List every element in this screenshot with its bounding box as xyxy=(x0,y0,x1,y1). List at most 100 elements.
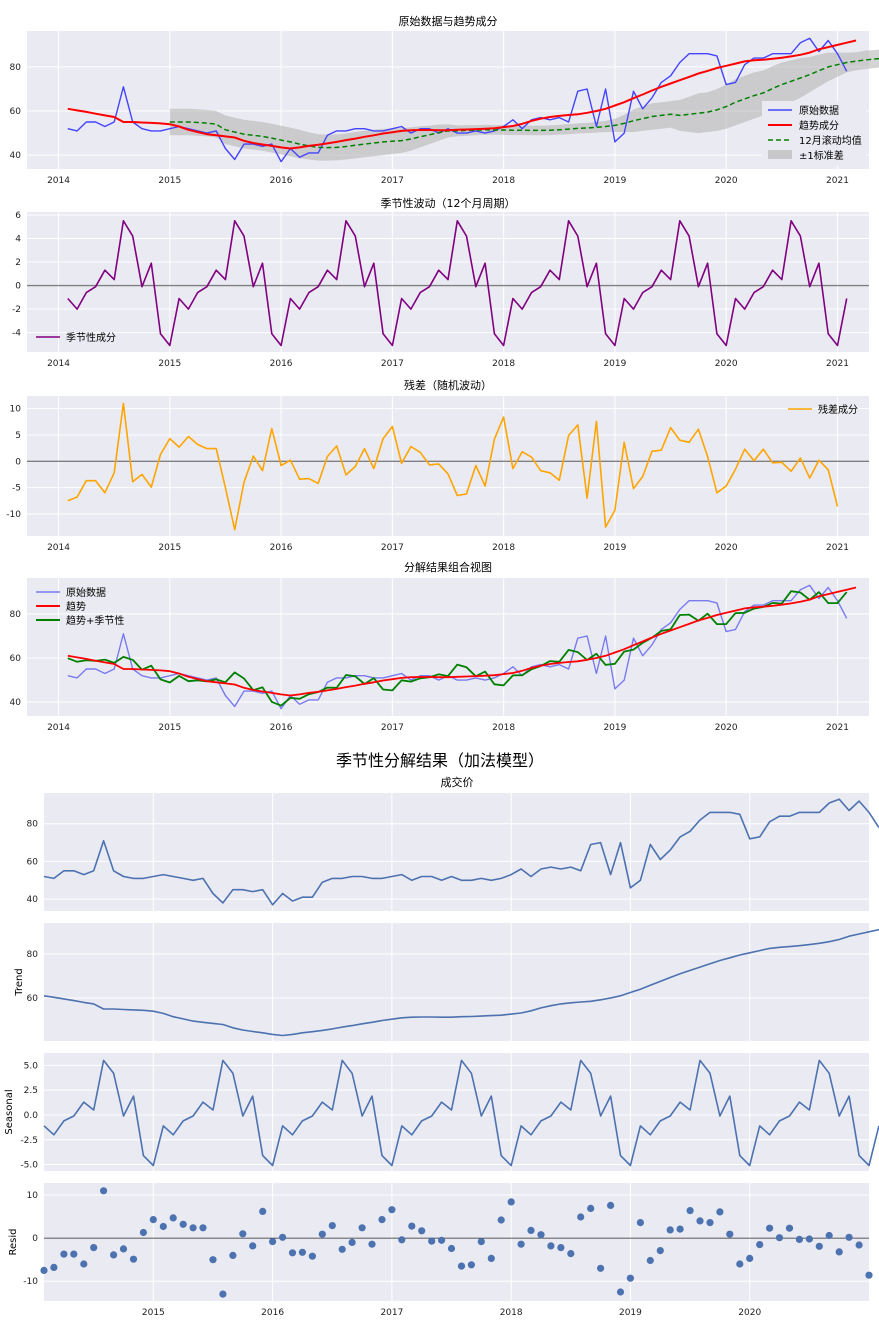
y-tick-label: 60 xyxy=(10,107,22,117)
resid-point xyxy=(746,1254,754,1262)
x-tick-label: 2017 xyxy=(381,176,404,186)
x-tick-label: 2016 xyxy=(270,359,293,369)
resid-point xyxy=(457,1262,466,1270)
resid-point xyxy=(249,1242,257,1250)
resid-point xyxy=(209,1256,217,1264)
x-tick-label: 2020 xyxy=(715,723,738,733)
x-tick-label: 2015 xyxy=(158,543,181,553)
resid-point xyxy=(646,1256,654,1265)
legend-label-std: ±1标准差 xyxy=(799,149,844,162)
legend-label-combined: 趋势+季节性 xyxy=(66,614,124,627)
resid-point xyxy=(129,1255,138,1263)
y-tick-label: -10 xyxy=(23,1277,38,1287)
resid-point xyxy=(676,1225,684,1233)
series-trend-seasonal-line xyxy=(67,590,848,707)
resid-point xyxy=(716,1208,724,1216)
resid-point xyxy=(537,1231,545,1239)
y-tick-label: 80 xyxy=(10,63,22,73)
legend-label-resid: 残差成分 xyxy=(818,403,858,416)
resid-point xyxy=(388,1206,396,1214)
resid-point xyxy=(239,1230,247,1238)
x-tick-label: 2018 xyxy=(492,176,515,186)
resid-point xyxy=(288,1249,297,1257)
y-tick-label: 80 xyxy=(27,950,39,960)
y-tick-label: -2 xyxy=(12,305,21,315)
resid-point xyxy=(269,1238,277,1246)
series-rolling-line xyxy=(169,57,879,149)
resid-point xyxy=(110,1251,118,1259)
ylabel-trend: Trend xyxy=(14,968,25,996)
resid-point xyxy=(358,1224,366,1232)
resid-point xyxy=(557,1244,565,1252)
axes-resid xyxy=(27,396,869,536)
resid-point xyxy=(497,1216,505,1224)
y-tick-label: 40 xyxy=(10,151,22,161)
legend-label-rolling: 12月滚动均值 xyxy=(799,134,862,147)
legend-label-seasonal: 季节性成分 xyxy=(66,331,116,344)
legend-seasonal: 季节性成分 xyxy=(36,331,116,344)
resid-point xyxy=(587,1204,595,1212)
resid-point xyxy=(348,1238,356,1246)
resid-point xyxy=(726,1230,734,1238)
y-tick-label: 10 xyxy=(10,405,22,415)
resid-point xyxy=(219,1290,227,1298)
chart-seasonal-sm: -5.0 -2.5 0.0 2.5 5.0 Seasonal xyxy=(4,1053,879,1171)
y-tick-label: -2.5 xyxy=(20,1136,38,1146)
x-tick-label: 2019 xyxy=(603,359,626,369)
y-tick-label: -5 xyxy=(12,484,21,494)
resid-point xyxy=(626,1274,635,1282)
x-tick-label: 2017 xyxy=(381,359,404,369)
x-tick-label: 2016 xyxy=(270,176,293,186)
series-resid-line xyxy=(67,402,839,531)
x-tick-label: 2015 xyxy=(158,359,181,369)
legend-label-raw2: 原始数据 xyxy=(66,586,106,599)
x-tick-label: 2016 xyxy=(270,723,293,733)
axes-trend xyxy=(44,923,869,1041)
resid-point xyxy=(825,1231,833,1240)
x-tick-label: 2019 xyxy=(619,1308,642,1318)
legend-label-trend: 趋势成分 xyxy=(799,119,839,132)
x-tick-label: 2017 xyxy=(381,543,404,553)
resid-point xyxy=(696,1217,704,1225)
resid-point xyxy=(60,1250,68,1258)
y-tick-label: -4 xyxy=(12,329,21,339)
x-tick-label: 2014 xyxy=(47,176,70,186)
chart-resid-sm: -10 0 10 2015 2016 2017 2018 2019 2020 Resid xyxy=(8,1183,873,1318)
x-tick-label: 2021 xyxy=(826,723,849,733)
resid-point xyxy=(686,1207,694,1215)
series-raw-line xyxy=(67,584,848,710)
resid-point xyxy=(169,1214,177,1222)
resid-point xyxy=(795,1235,804,1243)
resid-point xyxy=(418,1227,426,1235)
legend-swatch-std xyxy=(768,150,792,159)
y-tick-label: 0.0 xyxy=(24,1111,39,1121)
x-tick-label: 2016 xyxy=(261,1308,284,1318)
chart-seasonal: 季节性波动（12个月周期） 2014 2015 2016 2017 2018 2019 20… xyxy=(12,196,869,369)
resid-point xyxy=(616,1288,625,1296)
resid-point xyxy=(835,1248,843,1256)
y-tick-label: -10 xyxy=(6,510,21,520)
resid-point xyxy=(706,1219,714,1227)
resid-point xyxy=(736,1260,744,1268)
legend-combined: 原始数据 趋势 趋势+季节性 xyxy=(36,586,124,627)
y-tick-label: 5.0 xyxy=(24,1061,39,1071)
resid-point xyxy=(368,1240,376,1248)
y-tick-label: 4 xyxy=(15,234,21,244)
resid-point xyxy=(567,1250,575,1258)
legend-resid: 残差成分 xyxy=(788,403,858,416)
chart-observed: 成交价 40 60 80 xyxy=(27,775,879,911)
legend-label-raw: 原始数据 xyxy=(799,104,839,117)
y-tick-label: 80 xyxy=(10,610,22,620)
series-trend-line xyxy=(67,39,857,150)
x-tick-label: 2018 xyxy=(492,723,515,733)
x-tick-label: 2014 xyxy=(47,723,70,733)
resid-point xyxy=(149,1216,157,1224)
x-tick-label: 2015 xyxy=(158,176,181,186)
series-seasonal-line xyxy=(67,220,848,347)
resid-point xyxy=(100,1187,108,1195)
axes-combined xyxy=(27,578,869,716)
axes-seasonal xyxy=(27,212,869,352)
chart-trend: 60 80 Trend xyxy=(14,923,879,1041)
resid-point xyxy=(438,1236,446,1244)
